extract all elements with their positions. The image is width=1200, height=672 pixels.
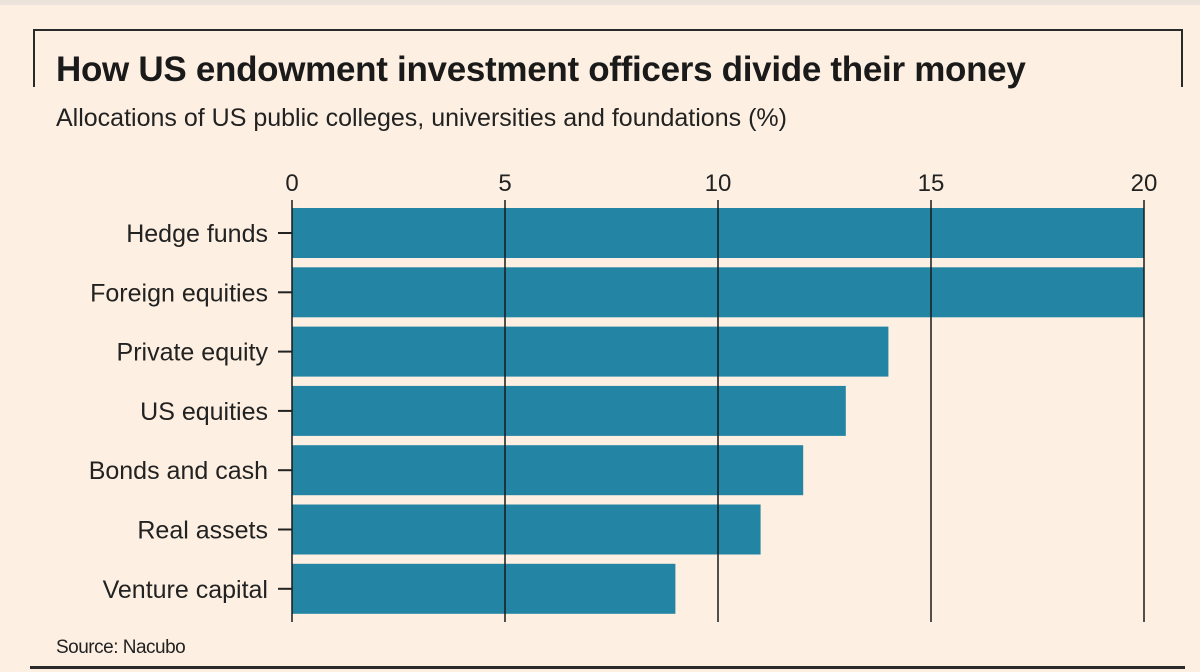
x-tick-label: 15 — [918, 170, 945, 197]
bar-us-equities — [292, 385, 846, 436]
frame-left-rule — [33, 29, 35, 87]
top-strip — [0, 0, 1200, 5]
chart-subtitle: Allocations of US public colleges, unive… — [56, 104, 787, 132]
frame-right-rule — [1181, 29, 1183, 87]
x-tick-label: 20 — [1131, 170, 1158, 197]
frame-top-rule — [33, 29, 1183, 31]
bar-venture-capital — [292, 563, 676, 614]
source-note: Source: Nacubo — [56, 637, 186, 658]
category-label: Foreign equities — [90, 279, 268, 307]
category-label: Hedge funds — [126, 220, 268, 248]
category-label: Venture capital — [103, 576, 268, 604]
frame-bottom-rule — [30, 666, 1185, 669]
category-label: US equities — [140, 398, 268, 426]
category-label: Bonds and cash — [89, 457, 268, 485]
x-tick-label: 10 — [705, 170, 732, 197]
category-label: Private equity — [117, 339, 269, 367]
x-tick-label: 5 — [498, 170, 511, 197]
x-tick-label: 0 — [285, 170, 298, 197]
category-label: Real assets — [137, 517, 268, 545]
chart-title: How US endowment investment officers div… — [56, 50, 1026, 89]
bar-private-equity — [292, 326, 889, 377]
bar-bonds-and-cash — [292, 445, 804, 496]
bar-real-assets — [292, 504, 761, 555]
